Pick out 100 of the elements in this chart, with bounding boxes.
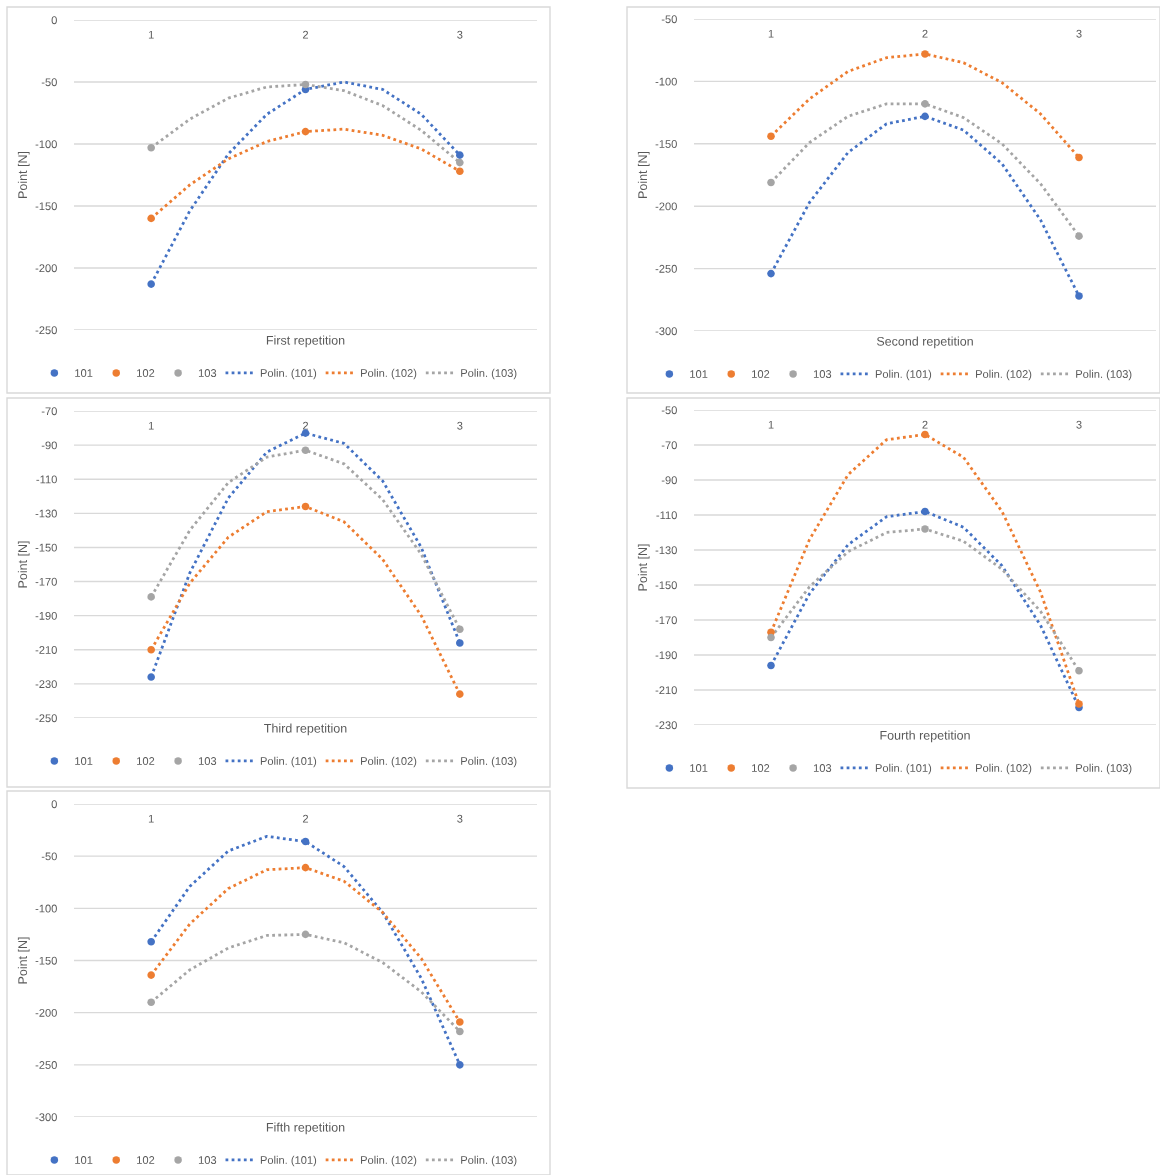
y-axis-title: Point [N] (637, 544, 650, 591)
x-tick-label: 3 (1076, 420, 1082, 429)
legend-label: Polin. (103) (1076, 763, 1132, 775)
x-tick-label: 1 (148, 30, 154, 39)
point (147, 280, 155, 288)
legend-label: 102 (137, 369, 155, 377)
x-tick-label: 2 (302, 814, 309, 823)
legend-label: 102 (137, 757, 155, 765)
legend-label: 101 (75, 757, 93, 765)
y-tick-label: 0 (51, 16, 57, 25)
point (456, 639, 464, 647)
y-tick-label: -150 (35, 956, 57, 965)
y-tick-label: -50 (661, 406, 677, 415)
point (456, 690, 464, 698)
x-axis-title: Fourth repetition (880, 730, 970, 743)
point (147, 645, 155, 654)
legend-label: Polin. (101) (260, 756, 317, 768)
y-tick-label: -70 (661, 441, 677, 450)
point (767, 661, 775, 670)
legend-label: 101 (690, 764, 708, 772)
legend-label: Polin. (101) (260, 368, 317, 380)
y-tick-label: -150 (655, 140, 677, 148)
y-tick-label: -210 (655, 686, 677, 695)
x-tick-label: 3 (457, 814, 463, 823)
point (147, 971, 155, 979)
point (147, 673, 155, 681)
point (456, 167, 464, 176)
point (147, 998, 155, 1007)
legend-label: Polin. (102) (361, 368, 417, 380)
point (301, 930, 310, 939)
y-tick-label: -50 (41, 852, 57, 861)
point (1075, 232, 1083, 240)
point (921, 507, 929, 516)
legend-label: 101 (75, 1156, 93, 1164)
legend-label: Polin. (101) (875, 763, 932, 775)
y-tick-label: -210 (35, 646, 57, 654)
point (1075, 153, 1083, 162)
legend-label: Polin. (103) (461, 756, 517, 768)
point (301, 127, 310, 136)
legend-label: 102 (752, 764, 770, 772)
x-tick-label: 1 (148, 814, 154, 823)
legend-label: Polin. (103) (461, 1155, 517, 1167)
y-tick-label: -50 (41, 78, 57, 87)
y-tick-label: -230 (655, 721, 677, 730)
x-tick-label: 2 (302, 421, 309, 430)
x-tick-label: 3 (457, 30, 463, 39)
x-tick-label: 3 (457, 421, 463, 430)
y-axis-title: Point [N] (17, 151, 30, 198)
y-tick-label: -250 (35, 714, 57, 723)
point (1075, 700, 1083, 708)
point (147, 593, 155, 601)
y-tick-label: -70 (41, 407, 57, 416)
point (301, 502, 310, 511)
y-tick-label: -170 (655, 616, 677, 625)
point (1075, 292, 1083, 300)
point (147, 143, 155, 152)
point (456, 151, 464, 159)
legend-label: Polin. (101) (260, 1155, 317, 1167)
y-tick-label: 0 (51, 800, 57, 809)
legend-label: Polin. (103) (1076, 369, 1132, 381)
y-tick-label: -300 (35, 1113, 57, 1122)
legend-label: Polin. (103) (461, 368, 517, 380)
x-tick-label: 2 (922, 29, 928, 38)
point (921, 430, 929, 439)
y-tick-label: -250 (35, 1061, 57, 1069)
point (456, 1061, 464, 1069)
x-tick-label: 1 (768, 420, 774, 429)
legend-label: 101 (75, 369, 93, 377)
y-axis-title: Point [N] (637, 151, 650, 198)
y-tick-label: -130 (35, 509, 57, 518)
x-tick-label: 2 (302, 30, 309, 39)
x-tick-label: 3 (1076, 29, 1082, 38)
point (301, 446, 310, 455)
point (921, 100, 929, 108)
legend-label: Polin. (102) (361, 1155, 417, 1167)
y-axis-title: Point [N] (17, 937, 30, 984)
legend-label: Polin. (102) (976, 763, 1032, 775)
point (301, 837, 310, 846)
point (921, 112, 929, 121)
y-tick-label: -250 (35, 326, 57, 335)
legend-label: 101 (690, 370, 708, 378)
legend-label: 103 (198, 369, 217, 377)
point (301, 80, 310, 89)
y-tick-label: -100 (35, 904, 57, 913)
legend-label: 103 (813, 370, 832, 378)
point (767, 178, 775, 187)
y-tick-label: -110 (36, 475, 57, 484)
point (921, 50, 929, 58)
legend-label: Polin. (102) (976, 369, 1032, 381)
y-tick-label: -150 (35, 202, 57, 211)
x-axis-title: Second repetition (876, 336, 973, 349)
point (767, 132, 775, 141)
y-axis-title: Point [N] (17, 541, 30, 588)
x-axis-title: Third repetition (264, 723, 347, 736)
y-tick-label: -100 (655, 77, 677, 86)
point (767, 633, 775, 642)
point (921, 525, 929, 533)
legend-label: 102 (752, 370, 770, 378)
point (147, 937, 155, 946)
legend-label: 103 (813, 764, 832, 772)
